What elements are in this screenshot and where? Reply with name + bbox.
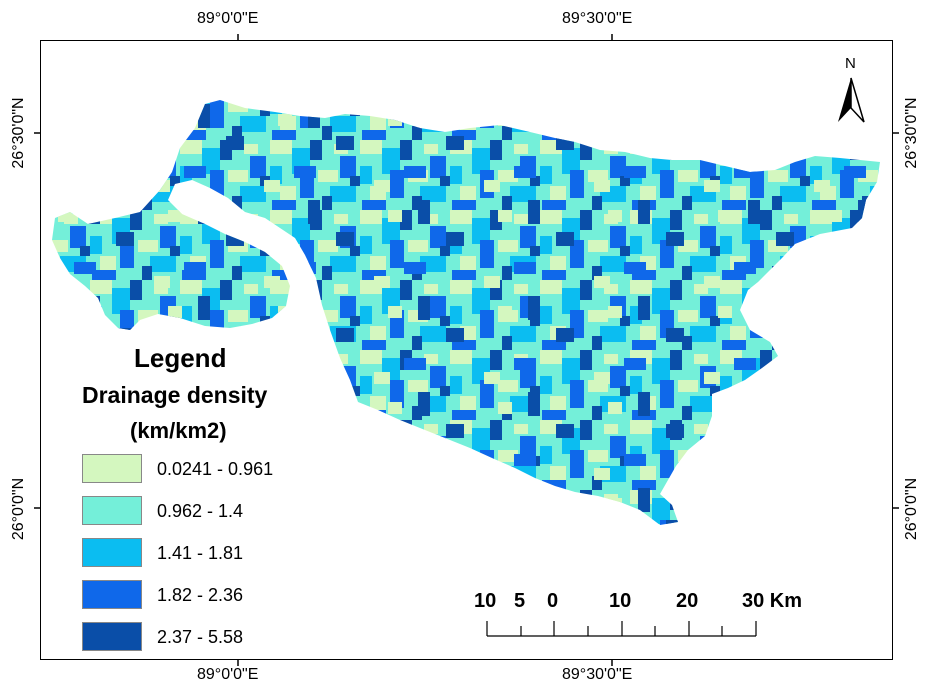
north-arrow-icon — [838, 77, 865, 123]
scale-label-30-km: 30 Km — [742, 590, 803, 612]
legend-swatch-class-3 — [82, 538, 142, 567]
legend-title: Legend — [134, 343, 227, 373]
north-label: N — [845, 55, 856, 72]
legend-swatch-class-5 — [82, 622, 142, 651]
graticule-ticks — [34, 34, 899, 666]
legend-swatch-class-2 — [82, 496, 142, 525]
legend-label-class-4: 1.82 - 2.36 — [157, 585, 244, 605]
scale-label-5: 5 — [514, 590, 526, 612]
legend-subtitle: Drainage density — [82, 382, 268, 408]
coord-bottom-left: 89°0'0"E — [197, 666, 259, 683]
legend-units: (km/km2) — [130, 418, 227, 443]
scale-label-20: 20 — [676, 590, 699, 612]
legend-label-class-1: 0.0241 - 0.961 — [157, 459, 274, 479]
scale-bar — [486, 621, 757, 637]
legend-label-class-2: 0.962 - 1.4 — [157, 501, 244, 521]
scale-label-0: 0 — [547, 590, 559, 612]
scale-label-10-left: 10 — [474, 590, 497, 612]
legend-swatch-class-1 — [82, 454, 142, 483]
coord-top-right: 89°30'0"E — [562, 10, 633, 27]
coord-bottom-right: 89°30'0"E — [562, 666, 633, 683]
coord-top-left: 89°0'0"E — [197, 10, 259, 27]
legend-label-class-3: 1.41 - 1.81 — [157, 543, 244, 563]
legend-label-class-5: 2.37 - 5.58 — [157, 627, 244, 647]
legend-swatch-class-4 — [82, 580, 142, 609]
scale-label-10: 10 — [609, 590, 632, 612]
map-frame — [40, 40, 893, 660]
